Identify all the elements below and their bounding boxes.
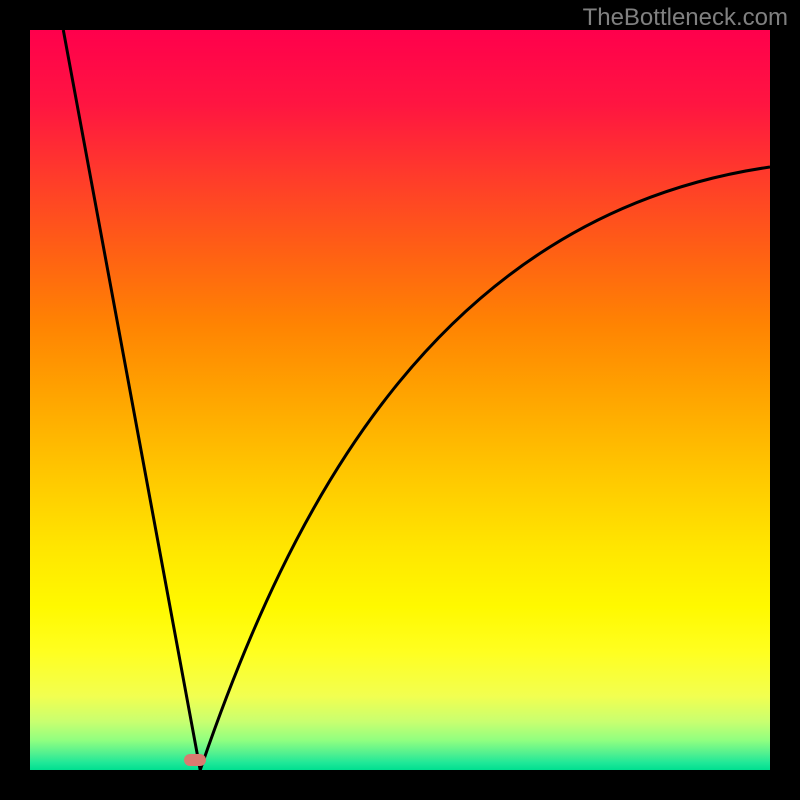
optimum-marker [184, 754, 206, 766]
watermark-text: TheBottleneck.com [583, 4, 788, 32]
plot-area [30, 30, 770, 770]
gradient-background [30, 30, 770, 770]
